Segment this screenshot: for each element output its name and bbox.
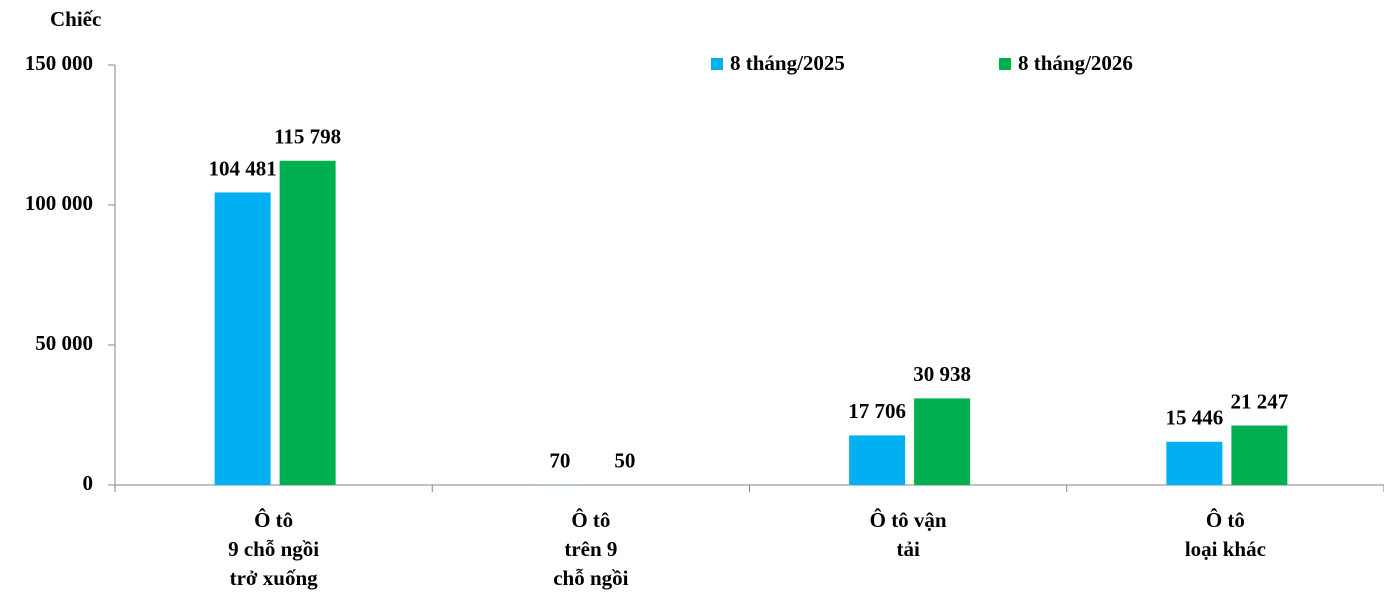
value-label: 50 — [614, 449, 635, 473]
x-tick-label-line: loại khác — [1185, 537, 1266, 561]
value-label: 30 938 — [913, 362, 971, 386]
x-tick-label: Ô tô trên 9 chỗ ngồi — [553, 508, 628, 590]
x-tick-label-line: 9 chỗ ngồi — [228, 537, 319, 561]
legend-label: 8 tháng/2026 — [1018, 51, 1133, 75]
y-tick-label: 100 000 — [25, 191, 93, 215]
bar — [279, 160, 336, 485]
bar — [849, 435, 906, 485]
legend-label: 8 tháng/2025 — [730, 51, 845, 75]
y-axis-label: Chiếc — [50, 7, 101, 31]
y-tick-label: 50 000 — [35, 331, 93, 355]
value-label: 17 706 — [848, 399, 906, 423]
y-tick-label: 0 — [83, 471, 94, 495]
x-tick-label-line: Ô tô — [254, 508, 293, 532]
y-tick-label: 150 000 — [25, 51, 93, 75]
bar — [214, 192, 271, 486]
legend-swatch — [711, 58, 723, 70]
bar — [1231, 425, 1288, 485]
value-label: 21 247 — [1231, 389, 1289, 413]
value-label: 104 481 — [209, 156, 277, 180]
x-tick-label-line: chỗ ngồi — [553, 566, 628, 590]
x-tick-label-line: tải — [896, 537, 919, 561]
x-tick-label-line: trở xuống — [230, 566, 319, 590]
value-label: 115 798 — [274, 125, 341, 149]
bar — [1166, 441, 1223, 485]
legend-swatch — [999, 58, 1011, 70]
x-tick-label-line: Ô tô — [571, 508, 610, 532]
x-tick-label-line: Ô tô — [1206, 508, 1245, 532]
x-tick-label-line: Ô tô vận — [870, 508, 947, 532]
value-label: 15 446 — [1166, 406, 1224, 430]
bar — [914, 398, 971, 485]
x-tick-label: Ô tô 9 chỗ ngồi trở xuống — [228, 508, 319, 590]
x-tick-label: Ô tô vận tải — [870, 508, 947, 561]
x-tick-label-line: trên 9 — [564, 537, 617, 561]
value-label: 70 — [549, 449, 570, 473]
x-tick-label: Ô tô loại khác — [1185, 508, 1266, 561]
